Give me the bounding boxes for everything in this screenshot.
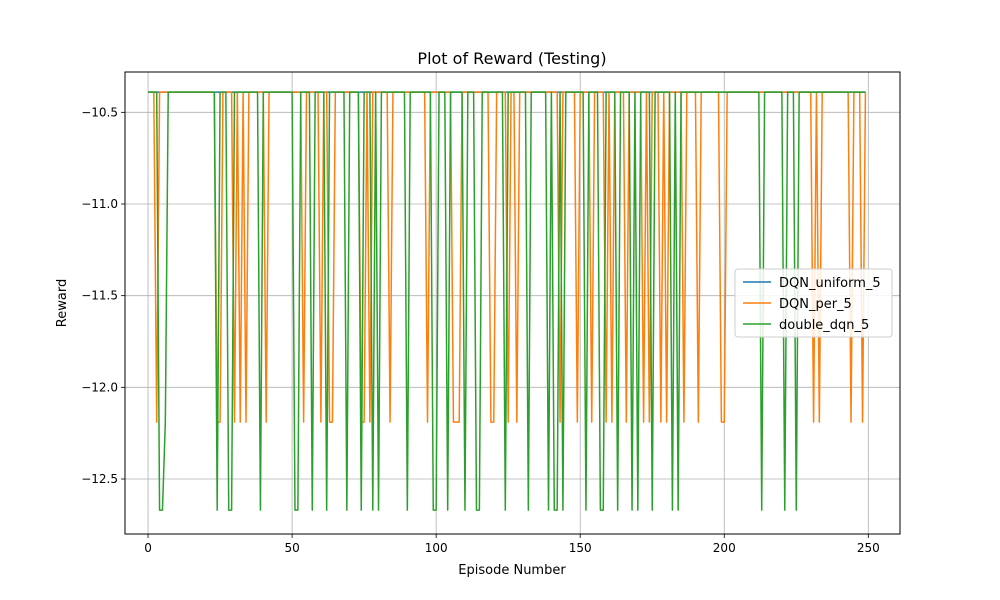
legend-label-dqn-per-5: DQN_per_5 [779,297,852,312]
y-tick-label: −10.5 [81,105,118,119]
x-tick-label: 0 [144,541,152,555]
chart-title: Plot of Reward (Testing) [417,49,606,68]
x-tick-label: 50 [284,541,299,555]
series-line-double-dqn-5 [148,91,866,511]
y-tick-label: −11.0 [81,197,118,211]
legend-label-dqn-uniform-5: DQN_uniform_5 [779,276,881,291]
axis-ticks: 0 50 100 150 200 250 −10.5 −11.0 −11.5 −12.0 −12.5 [81,105,880,555]
x-axis-label: Episode Number [458,563,566,578]
grid-lines [125,72,900,534]
legend: DQN_uniform_5 DQN_per_5 double_dqn_5 [734,268,893,338]
y-tick-label: −12.0 [81,380,118,394]
plot-series [148,91,867,511]
legend-label-double-dqn-5: double_dqn_5 [779,318,869,333]
plot-area-frame [124,71,901,535]
legend-box [734,268,893,338]
x-tick-label: 100 [425,541,448,555]
x-tick-label: 150 [569,541,592,555]
y-tick-label: −12.5 [81,472,118,486]
y-axis-label: Reward [55,279,70,327]
y-tick-label: −11.5 [81,289,118,303]
x-tick-label: 250 [857,541,880,555]
x-tick-label: 200 [713,541,736,555]
